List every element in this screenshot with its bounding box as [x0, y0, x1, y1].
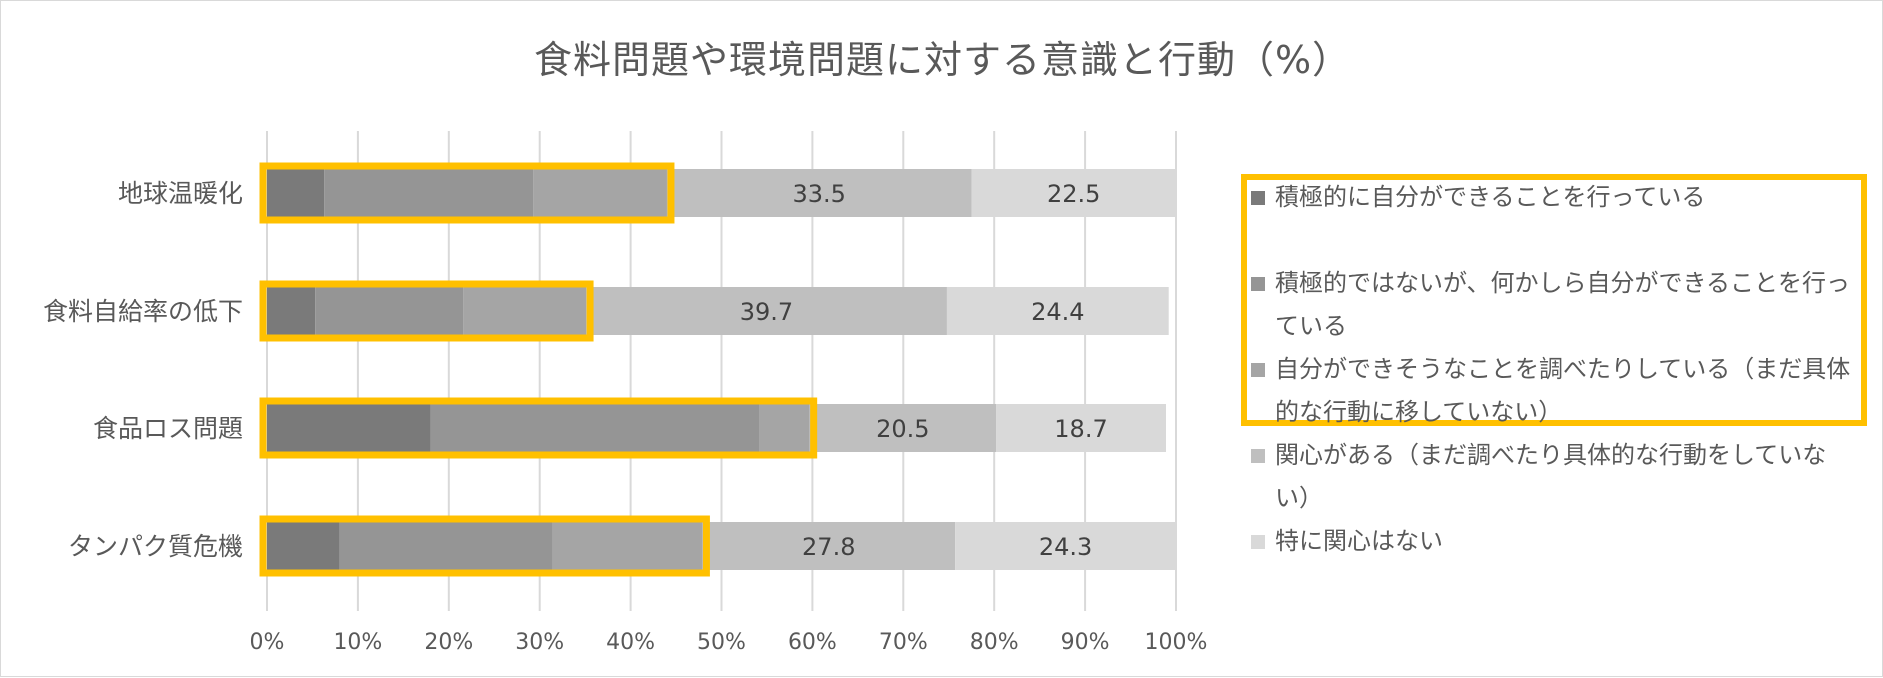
legend-label: 特に関心はない: [1275, 527, 1443, 555]
bar-segment: [955, 522, 1176, 570]
category-label: 食料自給率の低下: [43, 297, 243, 326]
highlight-box: [259, 397, 818, 459]
bar-segment: [267, 404, 431, 452]
category-label: 地球温暖化: [118, 179, 243, 208]
legend-label: 関心がある（まだ調べたり具体的な行動をしていない）: [1275, 441, 1827, 512]
legend-item: 積極的ではないが、何かしら自分ができることを行っている: [1241, 262, 1861, 348]
category-label: 食品ロス問題: [93, 414, 243, 443]
legend-swatch: [1251, 363, 1265, 377]
data-label: 20.5: [876, 415, 929, 443]
x-tick-label: 90%: [1061, 630, 1110, 655]
bar-segment: [267, 169, 325, 217]
x-tick-label: 40%: [606, 630, 655, 655]
data-label: 33.5: [792, 180, 845, 208]
highlight-box: [259, 515, 710, 577]
bar-segment: [809, 404, 997, 452]
x-tick-label: 60%: [788, 630, 837, 655]
bar-segment: [267, 287, 316, 335]
bar-segment: [971, 169, 1176, 217]
legend-highlight-box: [1241, 174, 1867, 426]
x-tick-label: 30%: [515, 630, 564, 655]
x-tick-label: 10%: [333, 630, 382, 655]
legend-label: 積極的ではないが、何かしら自分ができることを行っている: [1275, 269, 1851, 340]
x-tick-label: 20%: [424, 630, 473, 655]
category-label: タンパク質危機: [68, 532, 243, 561]
bar-segment: [533, 169, 667, 217]
x-tick-label: 70%: [879, 630, 928, 655]
data-label: 39.7: [740, 298, 793, 326]
legend-item: 特に関心はない: [1241, 520, 1861, 563]
x-tick-label: 50%: [697, 630, 746, 655]
legend-label: 積極的に自分ができることを行っている: [1275, 183, 1706, 211]
x-tick-label: 0%: [250, 630, 285, 655]
highlight-box: [259, 162, 675, 224]
bar-segment: [552, 522, 703, 570]
legend-swatch: [1251, 535, 1265, 549]
legend-item: 関心がある（まだ調べたり具体的な行動をしていない）: [1241, 434, 1861, 520]
chart-title: 食料問題や環境問題に対する意識と行動（%）: [533, 38, 1352, 82]
highlight-box: [259, 280, 594, 342]
x-tick-label: 80%: [970, 630, 1019, 655]
data-label: 24.3: [1039, 533, 1092, 561]
bar-segment: [996, 404, 1167, 452]
bar-segment: [430, 404, 760, 452]
data-label: 24.4: [1031, 298, 1084, 326]
data-label: 22.5: [1047, 180, 1100, 208]
bar-segment: [324, 169, 534, 217]
legend: 積極的に自分ができることを行っている積極的ではないが、何かしら自分ができることを…: [1241, 176, 1861, 563]
legend-swatch: [1251, 277, 1265, 291]
bar-segment: [666, 169, 972, 217]
legend-item: 積極的に自分ができることを行っている: [1241, 176, 1861, 219]
data-label: 18.7: [1054, 415, 1107, 443]
bar-segment: [315, 287, 464, 335]
legend-item: 自分ができそうなことを調べたりしている（まだ具体的な行動に移していない）: [1241, 348, 1861, 434]
legend-swatch: [1251, 191, 1265, 205]
legend-swatch: [1251, 449, 1265, 463]
bar-segment: [946, 287, 1169, 335]
bar-segment: [759, 404, 810, 452]
x-tick-label: 100%: [1145, 630, 1208, 655]
bar-segment: [463, 287, 587, 335]
bar-segment: [267, 522, 340, 570]
legend-label: 自分ができそうなことを調べたりしている（まだ具体的な行動に移していない）: [1275, 355, 1851, 426]
bar-segment: [702, 522, 956, 570]
data-label: 27.8: [802, 533, 855, 561]
bar-segment: [339, 522, 553, 570]
bar-segment: [586, 287, 947, 335]
